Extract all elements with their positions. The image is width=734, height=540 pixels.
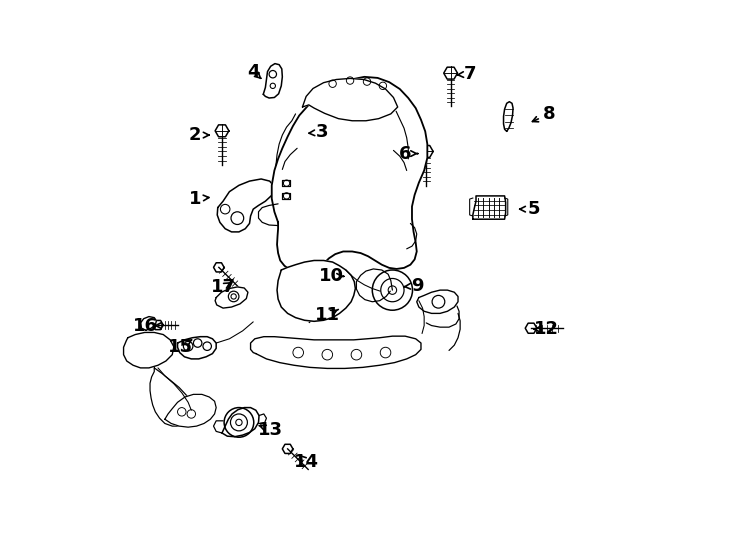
Text: 6: 6: [399, 145, 411, 163]
Text: 9: 9: [411, 277, 424, 295]
Polygon shape: [222, 408, 259, 437]
Text: 4: 4: [247, 63, 260, 80]
Text: 5: 5: [528, 200, 540, 218]
Text: 15: 15: [168, 338, 193, 356]
Polygon shape: [290, 126, 304, 138]
Polygon shape: [302, 78, 398, 121]
Polygon shape: [272, 77, 427, 274]
Polygon shape: [417, 290, 458, 313]
Polygon shape: [140, 316, 156, 330]
Polygon shape: [473, 196, 506, 219]
Polygon shape: [337, 270, 349, 280]
Text: 14: 14: [294, 453, 319, 470]
Polygon shape: [283, 444, 293, 454]
Polygon shape: [217, 179, 275, 232]
Polygon shape: [214, 263, 224, 272]
Polygon shape: [526, 323, 537, 333]
Text: 17: 17: [211, 278, 236, 296]
Text: 7: 7: [464, 65, 476, 83]
Text: 12: 12: [534, 320, 559, 338]
Polygon shape: [150, 368, 195, 426]
Polygon shape: [264, 64, 283, 98]
Text: 10: 10: [319, 267, 344, 285]
Polygon shape: [178, 336, 217, 359]
Polygon shape: [277, 260, 355, 321]
Polygon shape: [419, 145, 433, 158]
Polygon shape: [153, 320, 163, 329]
Polygon shape: [215, 125, 229, 137]
Polygon shape: [123, 333, 174, 368]
Polygon shape: [444, 67, 457, 79]
Text: 11: 11: [315, 306, 340, 324]
Text: 1: 1: [189, 190, 201, 207]
Text: 16: 16: [134, 316, 159, 335]
Polygon shape: [324, 296, 335, 307]
Text: 13: 13: [258, 421, 283, 439]
Polygon shape: [504, 102, 513, 131]
Polygon shape: [250, 336, 421, 368]
Polygon shape: [215, 287, 248, 308]
Text: 3: 3: [316, 124, 328, 141]
Text: 2: 2: [189, 126, 201, 144]
Text: 8: 8: [543, 105, 556, 123]
Polygon shape: [165, 394, 217, 427]
